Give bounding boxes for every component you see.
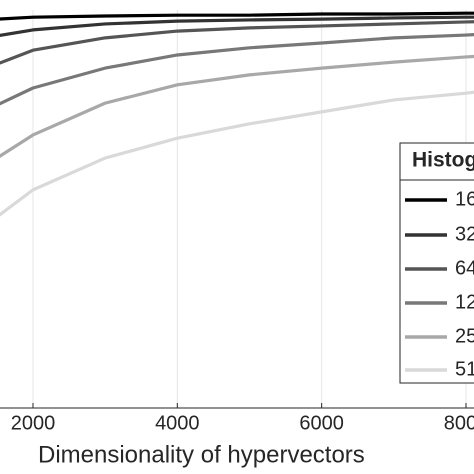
legend-title: Histogram [412,149,474,172]
legend-box [399,142,474,384]
series-line [0,90,474,217]
series-line [0,20,474,65]
legend-label: 16 [455,188,474,210]
series-line [0,15,474,37]
legend-label: 512 [455,358,474,380]
x-tick-label: 6000 [299,412,344,434]
legend-label: 64 [455,257,474,279]
x-tick-label: 2000 [11,412,56,434]
legend-label: 256 [455,325,474,347]
series-line [0,33,474,106]
series-line [0,54,474,158]
x-axis-label: Dimensionality of hypervectors [38,441,365,468]
legend-label: 32 [455,223,474,245]
plot-area [0,11,474,217]
series-line [0,11,474,21]
x-tick-label: 8000 [444,412,474,434]
x-tick-label: 4000 [155,412,200,434]
legend-label: 128 [455,291,474,313]
